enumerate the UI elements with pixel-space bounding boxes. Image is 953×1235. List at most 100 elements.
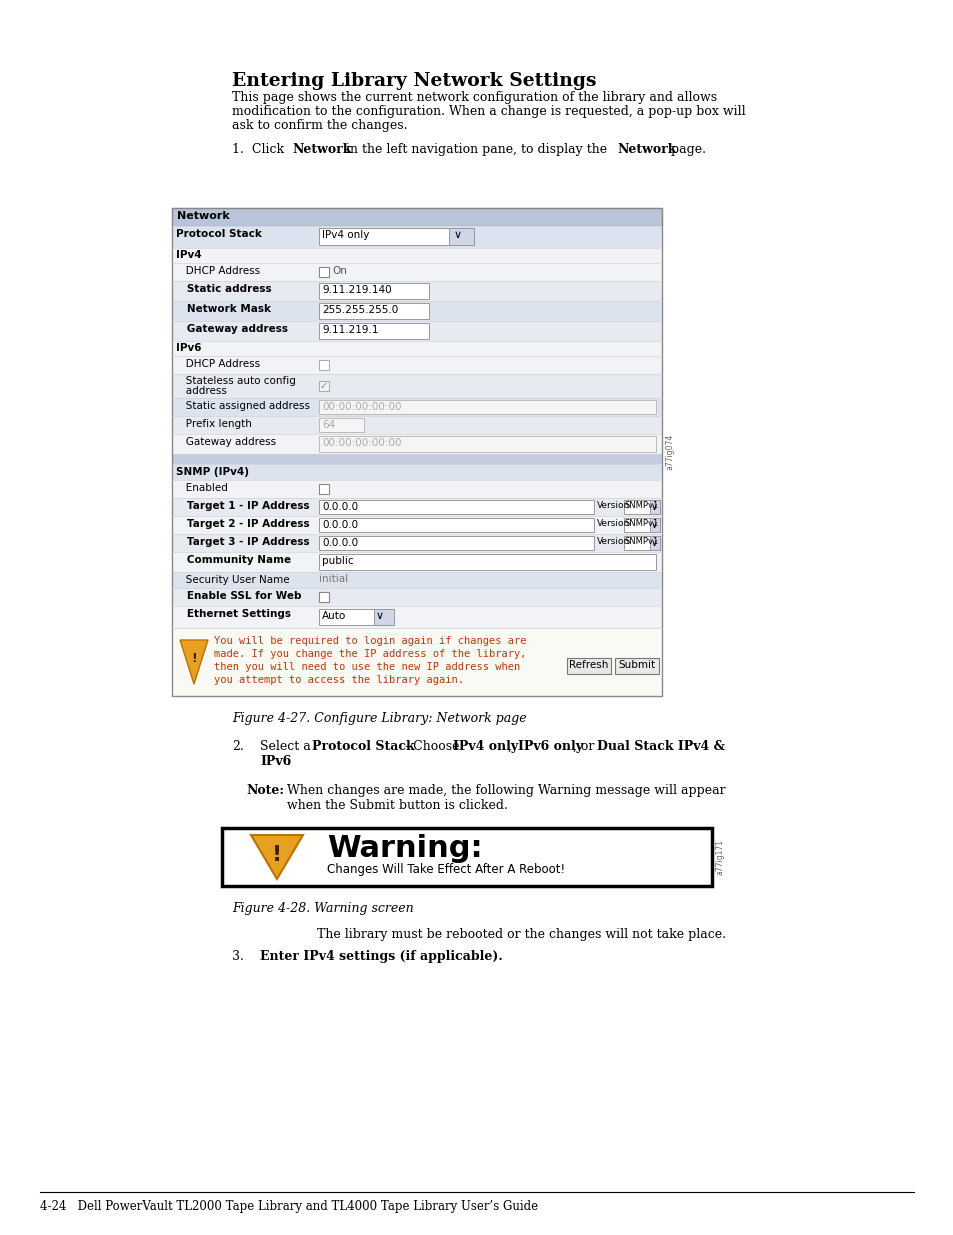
Bar xyxy=(449,228,474,245)
Text: you attempt to access the library again.: you attempt to access the library again. xyxy=(213,676,463,685)
Text: 255.255.255.0: 255.255.255.0 xyxy=(322,305,397,315)
Text: initial: initial xyxy=(318,574,348,584)
Bar xyxy=(318,267,329,277)
Text: SNMP (IPv4): SNMP (IPv4) xyxy=(175,467,249,477)
Bar xyxy=(172,534,661,552)
Text: Stateless auto config: Stateless auto config xyxy=(175,375,295,387)
Bar xyxy=(172,572,661,588)
Text: ,: , xyxy=(507,740,516,753)
Text: 2.: 2. xyxy=(232,740,244,753)
Text: Protocol Stack: Protocol Stack xyxy=(175,228,262,240)
Bar xyxy=(318,359,329,370)
Text: Prefix length: Prefix length xyxy=(175,419,252,429)
Bar xyxy=(172,282,661,301)
Text: Enabled: Enabled xyxy=(175,483,228,493)
Bar xyxy=(172,552,661,572)
Bar xyxy=(172,207,661,226)
Text: This page shows the current network configuration of the library and allows: This page shows the current network conf… xyxy=(232,91,717,104)
Text: Submit: Submit xyxy=(618,659,655,671)
Text: Dual Stack IPv4 &: Dual Stack IPv4 & xyxy=(597,740,724,753)
Text: 0.0.0.0: 0.0.0.0 xyxy=(322,520,357,530)
Text: !: ! xyxy=(191,652,196,664)
Bar xyxy=(318,517,594,532)
Text: in the left navigation pane, to display the: in the left navigation pane, to display … xyxy=(341,143,611,156)
Text: Static address: Static address xyxy=(175,284,272,294)
Text: IPv6: IPv6 xyxy=(260,755,291,768)
Text: Gateway address: Gateway address xyxy=(175,437,275,447)
Bar xyxy=(649,536,659,550)
Text: ∨: ∨ xyxy=(650,501,658,513)
Bar xyxy=(318,417,364,432)
Bar xyxy=(172,480,661,498)
Text: Changes Will Take Effect After A Reboot!: Changes Will Take Effect After A Reboot! xyxy=(327,863,564,876)
Text: made. If you change the IP address of the library,: made. If you change the IP address of th… xyxy=(213,650,526,659)
Text: 0.0.0.0: 0.0.0.0 xyxy=(322,538,357,548)
Bar xyxy=(172,374,661,398)
Text: 1.  Click: 1. Click xyxy=(232,143,288,156)
Bar xyxy=(172,416,661,433)
Text: On: On xyxy=(332,266,347,275)
Text: Version: Version xyxy=(597,537,630,546)
Text: DHCP Address: DHCP Address xyxy=(175,266,260,275)
Text: public: public xyxy=(322,556,354,566)
Text: Target 2 - IP Address: Target 2 - IP Address xyxy=(175,519,310,529)
Text: Security User Name: Security User Name xyxy=(175,576,290,585)
Text: 4-24   Dell PowerVault TL2000 Tape Library and TL4000 Tape Library User’s Guide: 4-24 Dell PowerVault TL2000 Tape Library… xyxy=(40,1200,537,1213)
Text: a77ig074: a77ig074 xyxy=(665,433,675,471)
Text: ask to confirm the changes.: ask to confirm the changes. xyxy=(232,119,407,132)
Text: Enter IPv4 settings (if applicable).: Enter IPv4 settings (if applicable). xyxy=(260,950,502,963)
Bar xyxy=(318,555,656,571)
Text: 64: 64 xyxy=(322,420,335,430)
Bar xyxy=(172,356,661,374)
Text: SNMPv1: SNMPv1 xyxy=(624,537,659,546)
Bar xyxy=(623,500,659,514)
Polygon shape xyxy=(180,640,208,684)
Text: IPv4: IPv4 xyxy=(175,249,201,261)
Text: SNMPv1: SNMPv1 xyxy=(624,501,659,510)
Text: !: ! xyxy=(272,845,282,864)
Bar xyxy=(172,248,661,263)
Text: IPv4 only: IPv4 only xyxy=(453,740,517,753)
Text: You will be required to login again if changes are: You will be required to login again if c… xyxy=(213,636,526,646)
Text: Figure 4-28. Warning screen: Figure 4-28. Warning screen xyxy=(232,902,414,915)
Bar xyxy=(222,827,711,885)
Text: 9.11.219.1: 9.11.219.1 xyxy=(322,325,378,335)
Text: 00:00:00:00:00: 00:00:00:00:00 xyxy=(322,438,401,448)
Text: Version: Version xyxy=(597,501,630,510)
Text: when the Submit button is clicked.: when the Submit button is clicked. xyxy=(287,799,507,811)
Bar xyxy=(318,303,429,319)
Polygon shape xyxy=(251,835,303,879)
Bar xyxy=(172,321,661,341)
Bar xyxy=(318,324,429,338)
Bar xyxy=(172,606,661,629)
Text: ∨: ∨ xyxy=(650,538,658,548)
Bar xyxy=(623,536,659,550)
Text: 0.0.0.0: 0.0.0.0 xyxy=(322,501,357,513)
Text: Network: Network xyxy=(177,211,230,221)
Bar xyxy=(374,609,394,625)
Bar xyxy=(318,536,594,550)
Bar xyxy=(172,433,661,454)
Text: Refresh: Refresh xyxy=(569,659,608,671)
Bar xyxy=(172,341,661,356)
Text: Version: Version xyxy=(597,519,630,529)
Bar xyxy=(172,263,661,282)
Text: Community Name: Community Name xyxy=(175,555,291,564)
Text: Note:: Note: xyxy=(246,784,284,797)
Text: When changes are made, the following Warning message will appear: When changes are made, the following War… xyxy=(287,784,725,797)
Text: Static assigned address: Static assigned address xyxy=(175,401,310,411)
Text: Target 1 - IP Address: Target 1 - IP Address xyxy=(175,501,310,511)
Bar xyxy=(172,464,661,480)
Text: Enable SSL for Web: Enable SSL for Web xyxy=(175,592,301,601)
Bar xyxy=(172,207,661,697)
Text: Auto: Auto xyxy=(322,611,346,621)
Bar xyxy=(649,500,659,514)
Text: Network: Network xyxy=(292,143,351,156)
Bar xyxy=(649,517,659,532)
Bar xyxy=(318,400,656,414)
Text: 9.11.219.140: 9.11.219.140 xyxy=(322,285,392,295)
Bar xyxy=(318,436,656,452)
Text: IPv6: IPv6 xyxy=(175,343,201,353)
Text: Figure 4-27. Configure Library: Network page: Figure 4-27. Configure Library: Network … xyxy=(232,713,526,725)
Text: IPv6 only: IPv6 only xyxy=(517,740,582,753)
